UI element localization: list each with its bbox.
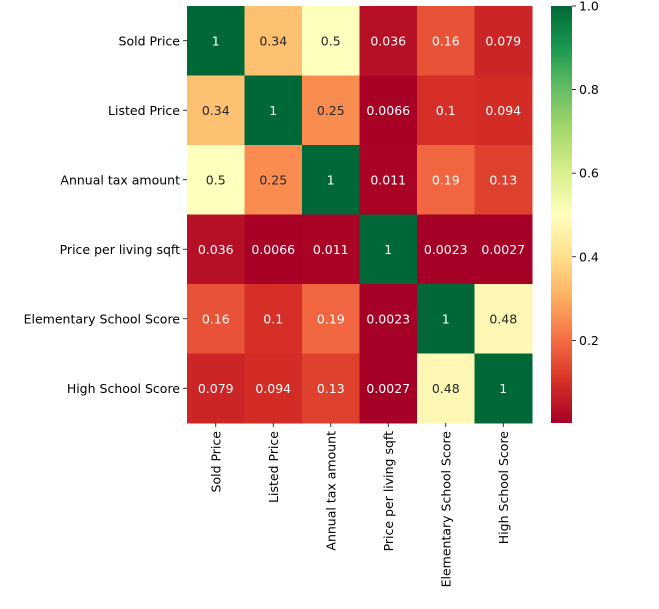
colorbar-tick-label: 0.2 xyxy=(579,333,599,348)
heatmap-cell xyxy=(417,284,475,354)
cell-value-label: 1 xyxy=(384,242,392,257)
row-label: Price per living sqft xyxy=(60,242,180,257)
cell-value-label: 0.0066 xyxy=(366,103,410,118)
colorbar-tick-label: 0.8 xyxy=(579,82,599,97)
cell-value-label: 0.0027 xyxy=(366,381,410,396)
heatmap-cell xyxy=(359,353,418,424)
heatmap-cell xyxy=(359,6,418,76)
column-label: Elementary School Score xyxy=(438,431,453,588)
cell-value-label: 0.25 xyxy=(259,172,287,187)
heatmap-cell xyxy=(302,214,360,285)
heatmap-cell xyxy=(187,145,245,215)
heatmap-cell xyxy=(187,284,245,354)
row-label: Annual tax amount xyxy=(60,172,180,187)
cell-value-label: 0.094 xyxy=(485,103,521,118)
heatmap-cell xyxy=(244,284,303,354)
heatmap-cell xyxy=(359,284,418,354)
heatmap-cell xyxy=(187,75,245,146)
cell-value-label: 0.13 xyxy=(317,381,345,396)
row-label: High School Score xyxy=(67,381,180,396)
cell-value-label: 0.16 xyxy=(202,311,230,326)
heatmap-cell xyxy=(417,145,475,215)
cell-value-label: 0.34 xyxy=(202,103,230,118)
row-label: Elementary School Score xyxy=(24,311,181,326)
cell-value-label: 1 xyxy=(499,381,507,396)
cell-value-label: 0.094 xyxy=(255,381,291,396)
column-labels: Sold Price Listed Price Annual tax amount P… xyxy=(208,423,511,587)
cell-value-label: 0.036 xyxy=(198,242,234,257)
heatmap-cell xyxy=(302,145,360,215)
cell-value-label: 1 xyxy=(442,311,450,326)
column-label: Listed Price xyxy=(266,431,281,503)
heatmap-cell xyxy=(244,75,303,146)
column-label: Sold Price xyxy=(208,431,223,493)
cell-value-label: 0.079 xyxy=(485,33,521,48)
heatmap-cell xyxy=(417,353,475,424)
row-label: Sold Price xyxy=(119,33,181,48)
heatmap-cell xyxy=(359,214,418,285)
column-label: Annual tax amount xyxy=(323,431,338,551)
heatmap-cell xyxy=(359,75,418,146)
cell-value-label: 0.34 xyxy=(259,33,287,48)
heatmap-cell xyxy=(474,145,533,215)
cell-value-label: 0.0066 xyxy=(251,242,295,257)
cell-value-label: 0.25 xyxy=(317,103,345,118)
heatmap-cells: 1 0.34 0.5 0.036 0.16 0.079 0.34 1 0.25 0.0066 0.1… xyxy=(187,6,533,424)
cell-value-label: 0.036 xyxy=(370,33,406,48)
heatmap-cell xyxy=(474,214,533,285)
cell-value-label: 0.0023 xyxy=(424,242,468,257)
heatmap-cell xyxy=(417,75,475,146)
colorbar: 0.2 0.4 0.6 0.8 1.0 xyxy=(551,0,599,423)
cell-value-label: 0.079 xyxy=(198,381,234,396)
cell-value-label: 0.13 xyxy=(489,172,517,187)
cell-value-label: 0.011 xyxy=(313,242,349,257)
cell-value-label: 1 xyxy=(269,103,277,118)
cell-value-label: 0.0027 xyxy=(481,242,525,257)
heatmap-cell xyxy=(187,6,245,76)
heatmap-cell xyxy=(302,6,360,76)
heatmap-cell xyxy=(359,145,418,215)
cell-value-label: 0.48 xyxy=(489,311,517,326)
row-label: Listed Price xyxy=(108,103,180,118)
heatmap-cell xyxy=(187,214,245,285)
row-labels: Sold Price Listed Price Annual tax amount P… xyxy=(24,33,187,396)
heatmap-cell xyxy=(244,6,303,76)
cell-value-label: 0.011 xyxy=(370,172,406,187)
cell-value-label: 0.5 xyxy=(206,172,226,187)
cell-value-label: 0.19 xyxy=(432,172,460,187)
colorbar-tick-label: 1.0 xyxy=(579,0,599,14)
cell-value-label: 0.19 xyxy=(317,311,345,326)
colorbar-tick-label: 0.6 xyxy=(579,166,599,181)
heatmap-cell xyxy=(417,214,475,285)
heatmap-cell xyxy=(244,214,303,285)
cell-value-label: 0.16 xyxy=(432,33,460,48)
colorbar-gradient xyxy=(551,6,572,423)
heatmap-cell xyxy=(302,284,360,354)
heatmap-cell xyxy=(474,284,533,354)
heatmap-cell xyxy=(302,353,360,424)
heatmap-cell xyxy=(187,353,245,424)
cell-value-label: 1 xyxy=(327,172,335,187)
heatmap-cell xyxy=(244,145,303,215)
cell-value-label: 0.48 xyxy=(432,381,460,396)
cell-value-label: 1 xyxy=(212,33,220,48)
cell-value-label: 0.1 xyxy=(436,103,456,118)
cell-value-label: 0.0023 xyxy=(366,311,410,326)
heatmap-cell xyxy=(302,75,360,146)
heatmap-cell xyxy=(474,75,533,146)
cell-value-label: 0.1 xyxy=(263,311,283,326)
column-label: Price per living sqft xyxy=(381,431,396,551)
column-label: High School Score xyxy=(496,431,511,544)
cell-value-label: 0.5 xyxy=(321,33,341,48)
colorbar-tick-label: 0.4 xyxy=(579,249,599,264)
heatmap-cell xyxy=(417,6,475,76)
heatmap-cell xyxy=(474,6,533,76)
heatmap-cell xyxy=(474,353,533,424)
heatmap-cell xyxy=(244,353,303,424)
